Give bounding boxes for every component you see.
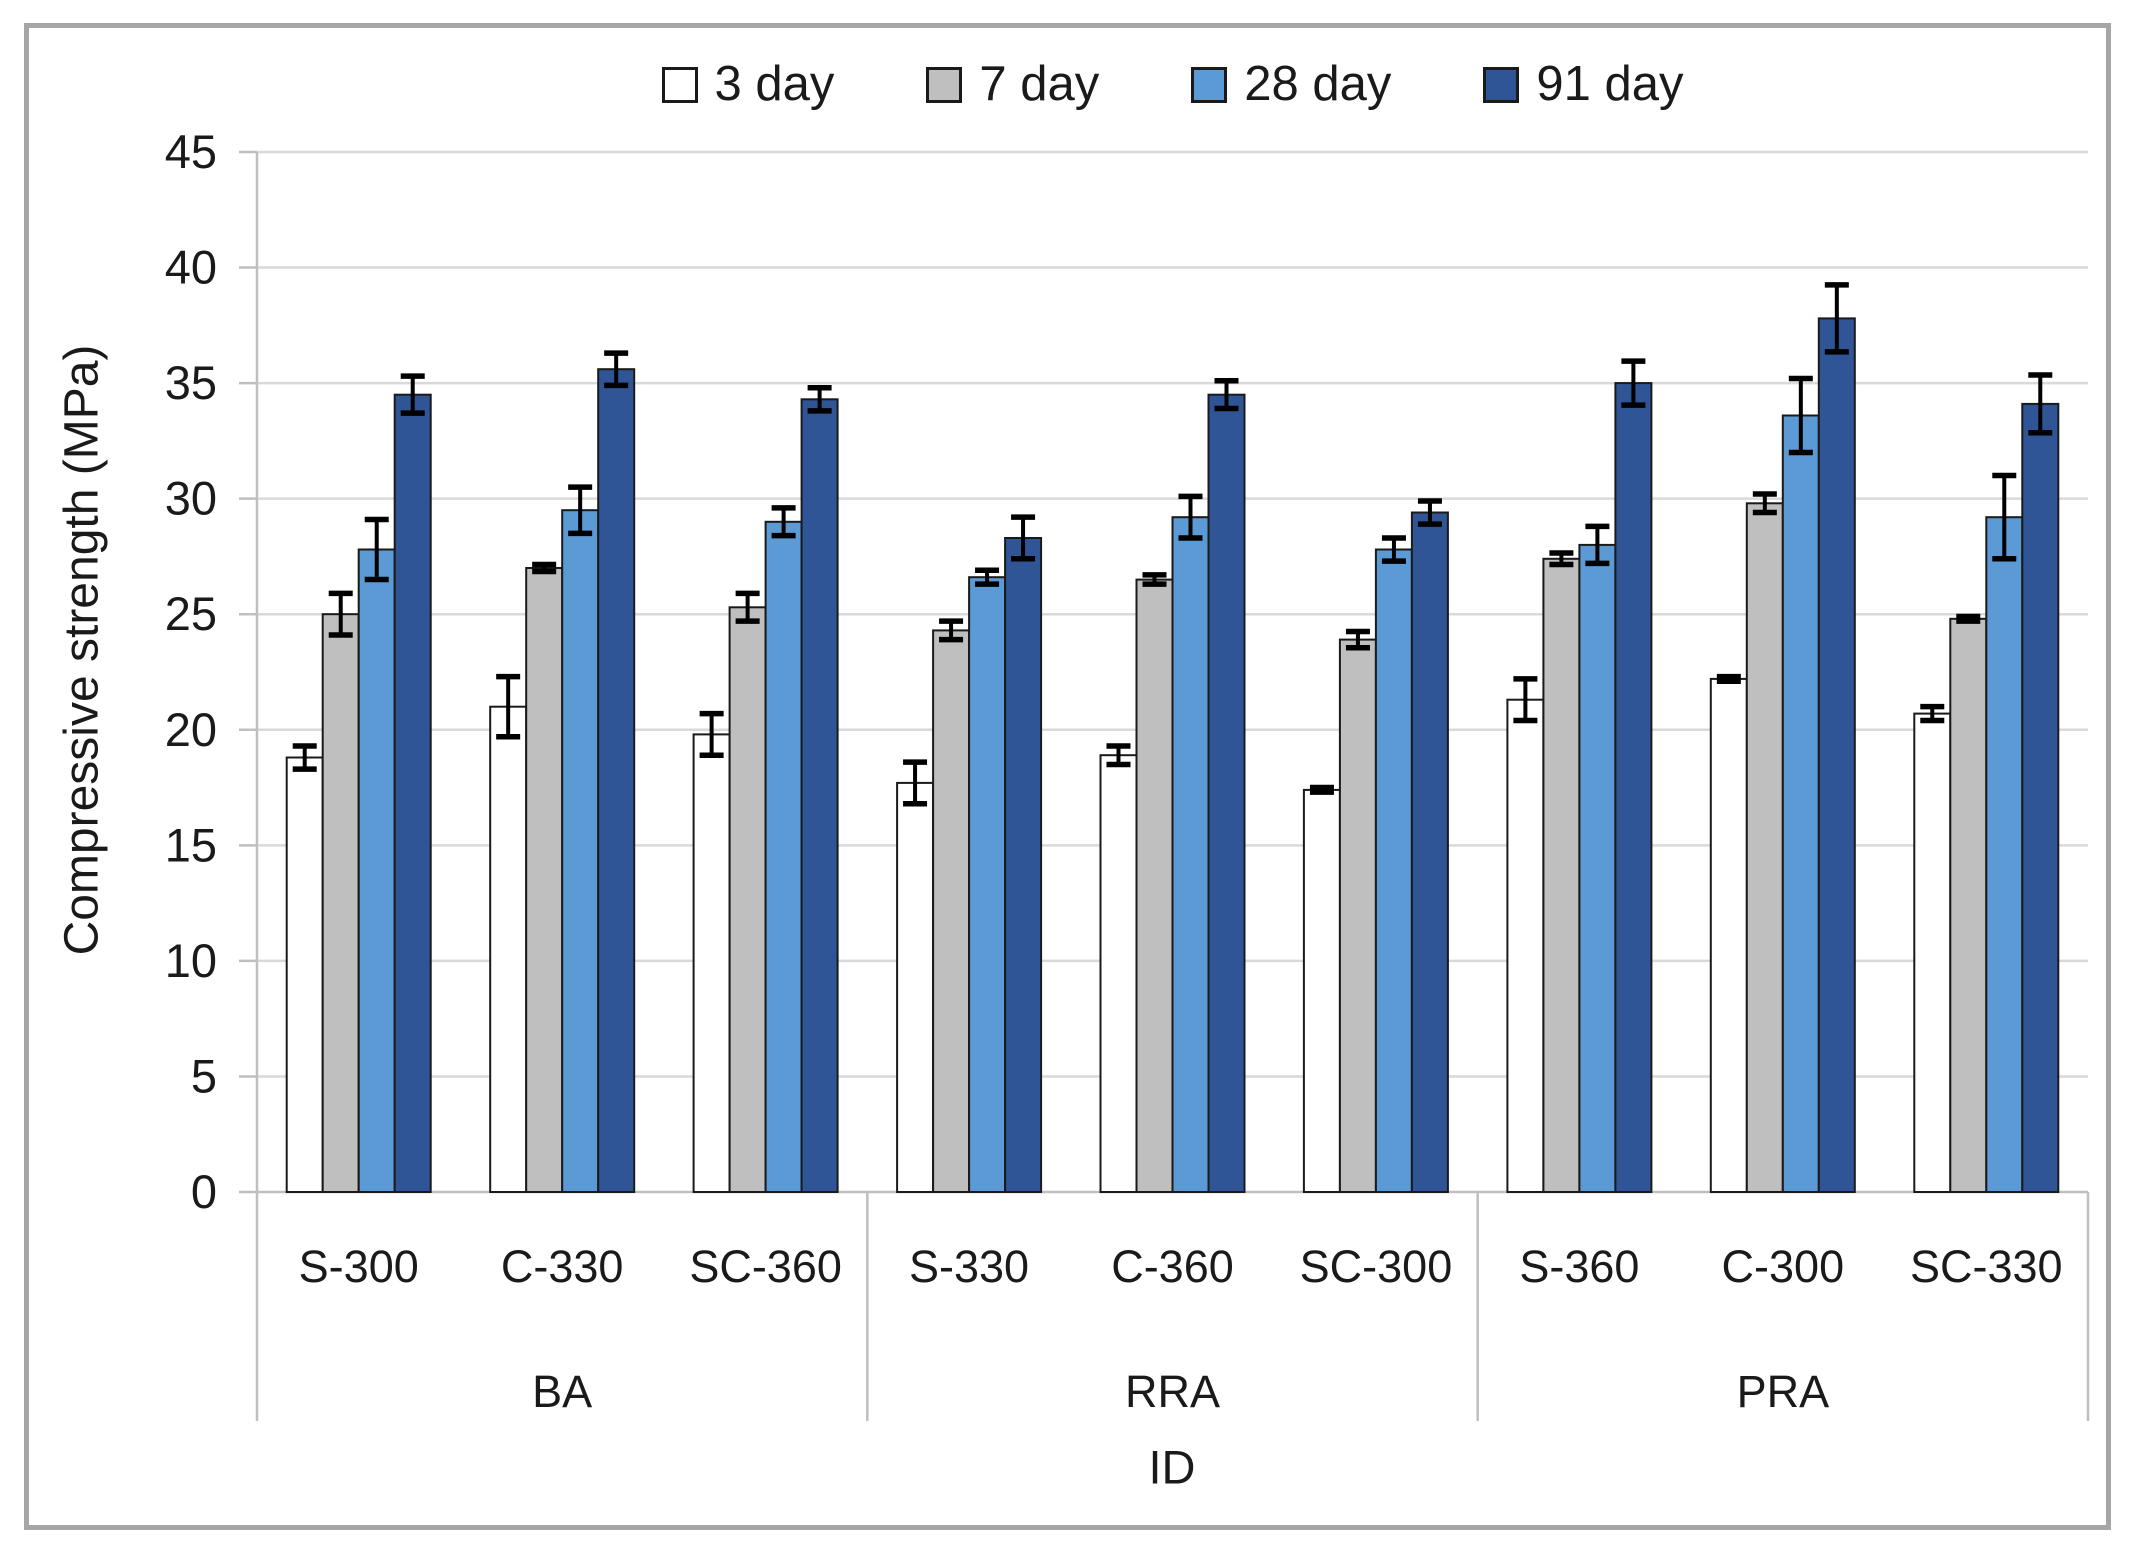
legend-label-3-day: 3 day (714, 57, 835, 111)
bar-91day-S-360 (1614, 382, 1653, 1194)
bar-7day-S-330 (932, 629, 971, 1193)
bar-3day-C-330 (489, 705, 528, 1193)
bar-3day-C-300 (1709, 677, 1748, 1193)
legend-swatch-91-day-icon (1483, 66, 1520, 103)
y-tick-label: 40 (165, 241, 217, 294)
y-tick-label: 20 (165, 703, 217, 756)
bar-28day-S-360 (1578, 543, 1617, 1193)
legend-label-91-day: 91 day (1536, 57, 1684, 111)
bar-3day-SC-300 (1302, 788, 1341, 1194)
y-tick-label: 30 (165, 472, 217, 525)
legend-item-7-day: 7 day (926, 60, 1099, 109)
legend-item-3-day: 3 day (661, 57, 835, 111)
bar-7day-S-300 (321, 613, 360, 1193)
y-tick-label: 15 (165, 818, 217, 871)
bar-3day-S-330 (896, 781, 935, 1194)
bar-7day-SC-330 (1949, 617, 1988, 1193)
legend-item-28-day: 28 day (1191, 60, 1391, 109)
bar-91day-S-330 (1004, 537, 1043, 1193)
y-tick-label: 25 (165, 587, 217, 640)
bar-3day-SC-330 (1913, 712, 1952, 1193)
bar-3day-SC-360 (692, 733, 731, 1194)
bar-3day-S-360 (1506, 698, 1545, 1193)
legend-swatch-7-day-icon (926, 66, 963, 103)
category-label: S-330 (909, 1241, 1029, 1292)
y-tick-label: 10 (165, 934, 217, 987)
y-tick-label: 5 (191, 1049, 217, 1102)
bar-7day-C-360 (1135, 578, 1174, 1193)
bar-28day-C-300 (1781, 414, 1820, 1193)
category-label: SC-360 (689, 1241, 842, 1292)
bar-7day-C-300 (1745, 502, 1784, 1193)
bar-28day-C-360 (1171, 516, 1210, 1193)
y-axis-title: Compressive strength (MPa) (55, 344, 109, 956)
group-label: BA (532, 1366, 592, 1417)
bar-3day-S-300 (285, 756, 324, 1193)
bar-91day-C-300 (1817, 317, 1856, 1193)
legend-label-7-day: 7 day (979, 57, 1100, 111)
bar-28day-SC-300 (1374, 548, 1413, 1193)
bar-91day-C-360 (1207, 393, 1246, 1193)
legend-swatch-3-day-icon (661, 66, 698, 103)
bar-28day-SC-360 (764, 520, 803, 1193)
category-label: S-360 (1519, 1241, 1639, 1292)
bar-91day-S-300 (393, 393, 432, 1193)
bar-7day-SC-360 (728, 606, 767, 1193)
bar-7day-S-360 (1542, 557, 1581, 1193)
category-label: SC-300 (1300, 1241, 1453, 1292)
bar-28day-S-330 (968, 576, 1007, 1193)
legend-item-91-day: 91 day (1483, 57, 1684, 111)
bar-91day-SC-360 (800, 398, 839, 1193)
y-tick-label: 35 (165, 356, 217, 409)
group-label: PRA (1737, 1366, 1830, 1417)
bar-91day-SC-330 (2021, 402, 2060, 1193)
bar-28day-S-300 (357, 548, 396, 1193)
bar-3day-C-360 (1099, 754, 1138, 1193)
category-label: C-330 (501, 1241, 624, 1292)
bar-28day-C-330 (561, 509, 600, 1193)
category-label: C-300 (1722, 1241, 1845, 1292)
bar-7day-C-330 (525, 567, 564, 1193)
x-axis-title: ID (1148, 1440, 1196, 1494)
y-tick-label: 45 (165, 125, 217, 178)
bar-91day-SC-300 (1410, 511, 1449, 1193)
legend-swatch-28-day-icon (1191, 66, 1228, 103)
legend-label-28-day: 28 day (1244, 57, 1392, 111)
bar-28day-SC-330 (1985, 516, 2024, 1193)
category-label: C-360 (1111, 1241, 1234, 1292)
bar-7day-SC-300 (1338, 638, 1377, 1193)
group-label: RRA (1125, 1366, 1220, 1417)
bar-91day-C-330 (597, 368, 636, 1193)
category-label: S-300 (299, 1241, 419, 1292)
legend: 3 day 7 day 28 day 91 day (257, 60, 2088, 109)
y-tick-label: 0 (191, 1165, 217, 1218)
category-label: SC-330 (1910, 1241, 2063, 1292)
